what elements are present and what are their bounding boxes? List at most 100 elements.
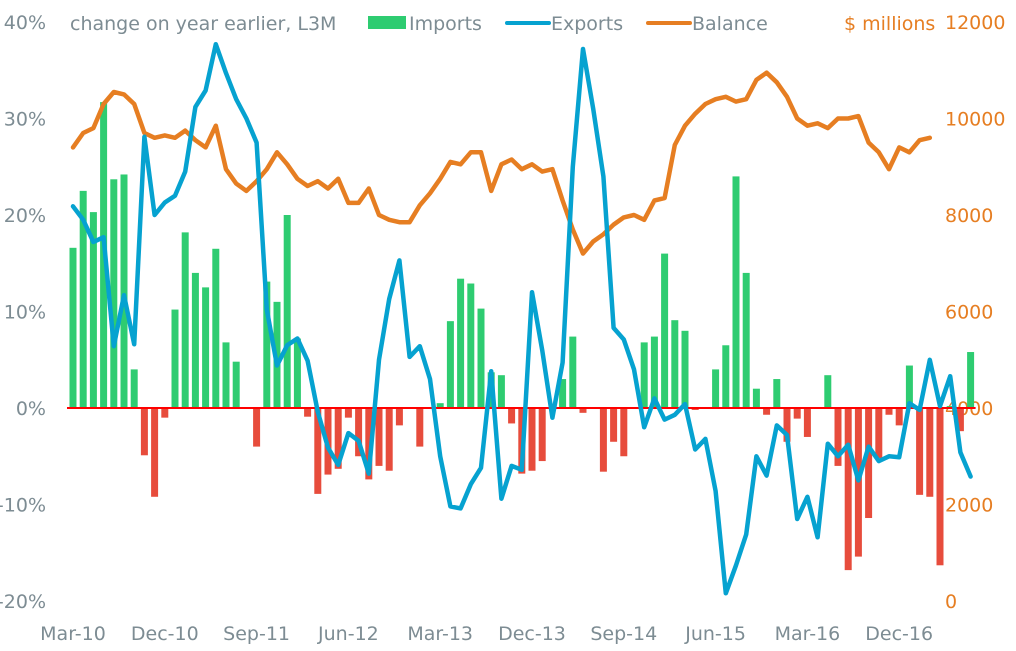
x-tick-label: Jun-12 [317,623,379,645]
imports-bar [885,408,893,415]
left-tick-label: 40% [4,12,46,34]
right-tick-label: 6000 [945,302,993,324]
imports-bar [130,369,138,408]
imports-bar [304,408,312,417]
imports-bar [875,408,883,459]
x-tick-label: Dec-13 [498,623,566,645]
imports-bar [538,408,546,462]
imports-bar [681,330,689,408]
x-tick-label: Mar-16 [775,623,841,645]
imports-bar [497,375,505,408]
imports-bar [151,408,159,497]
imports-bar [344,408,352,418]
exports-line [70,41,973,596]
imports-bar [579,408,587,413]
right-tick-label: 10000 [945,109,1005,131]
imports-bar [355,408,363,457]
imports-bar [212,248,220,408]
right-tick-label: 12000 [945,12,1005,34]
imports-bar [191,272,199,408]
imports-bar [905,365,913,408]
imports-bar [671,320,679,408]
x-tick-label: Dec-10 [131,623,199,645]
left-tick-label: 0% [16,398,46,420]
x-tick-label: Dec-16 [865,623,933,645]
x-axis: Mar-10 Dec-10 Sep-11 Jun-12 Mar-13 Dec-13 Sep-… [40,623,933,645]
imports-bar [314,408,322,494]
imports-bar [263,281,271,408]
imports-bar [334,408,342,469]
imports-bar [895,408,903,426]
imports-bar [742,272,750,408]
x-tick-label: Sep-11 [223,623,290,645]
imports-bar [446,321,454,408]
imports-bar [824,375,832,408]
imports-bar [661,253,669,408]
imports-bar [722,345,730,408]
imports-bar [712,369,720,408]
legend-label-exports: Exports [551,13,623,35]
x-tick-label: Mar-13 [407,623,473,645]
line-series [70,41,973,596]
imports-bar [793,408,801,419]
legend-swatch-imports [368,16,406,29]
x-tick-label: Sep-14 [590,623,657,645]
imports-bar [375,408,383,466]
imports-bar [79,190,87,408]
imports-bar [171,309,179,408]
right-axis: 120001000080006000400020000 [945,12,1005,613]
left-tick-label: -10% [0,495,46,517]
imports-bar [640,342,648,408]
imports-bar [528,408,536,471]
imports-bar [416,408,424,447]
legend-label-imports: Imports [409,13,482,35]
imports-bar [283,215,291,408]
imports-bar [844,408,852,571]
legend-label-balance: Balance [692,13,768,35]
balance-line [70,70,933,256]
imports-bar [161,408,169,418]
imports-bar [967,352,975,408]
left-tick-label: 20% [4,205,46,227]
imports-bar [436,403,444,408]
imports-bar [865,408,873,519]
imports-bar [457,278,465,408]
imports-bar [834,408,842,466]
x-tick-label: Jun-15 [684,623,746,645]
header: change on year earlier, L3M Imports Expo… [70,13,935,35]
imports-bar [395,408,403,426]
imports-bar [569,336,577,408]
imports-bar [752,388,760,408]
imports-bar [365,408,373,480]
imports-bar [956,408,964,432]
imports-bar [926,408,934,497]
imports-bar [803,408,811,437]
imports-bar [773,379,781,408]
left-tick-label: 10% [4,302,46,324]
imports-bar [936,408,944,566]
imports-bar [467,283,475,408]
imports-bar [610,408,618,442]
imports-bar [599,408,607,472]
imports-bar [110,179,118,408]
left-axis-title: change on year earlier, L3M [70,13,336,35]
imports-bar [293,338,301,408]
imports-bar [650,336,658,408]
imports-bar [120,174,128,408]
imports-bar [222,342,230,408]
imports-bar [620,408,628,457]
imports-bar [232,361,240,408]
imports-bar [385,408,393,471]
right-tick-label: 8000 [945,205,993,227]
imports-bar [508,408,516,424]
imports-bar [559,379,567,408]
imports-bar [916,408,924,495]
imports-bar [69,247,77,408]
imports-bar [202,287,210,408]
left-tick-label: 30% [4,109,46,131]
imports-bar [477,308,485,408]
imports-bar [783,408,791,442]
imports-bar [763,408,771,415]
imports-bar [181,232,189,408]
